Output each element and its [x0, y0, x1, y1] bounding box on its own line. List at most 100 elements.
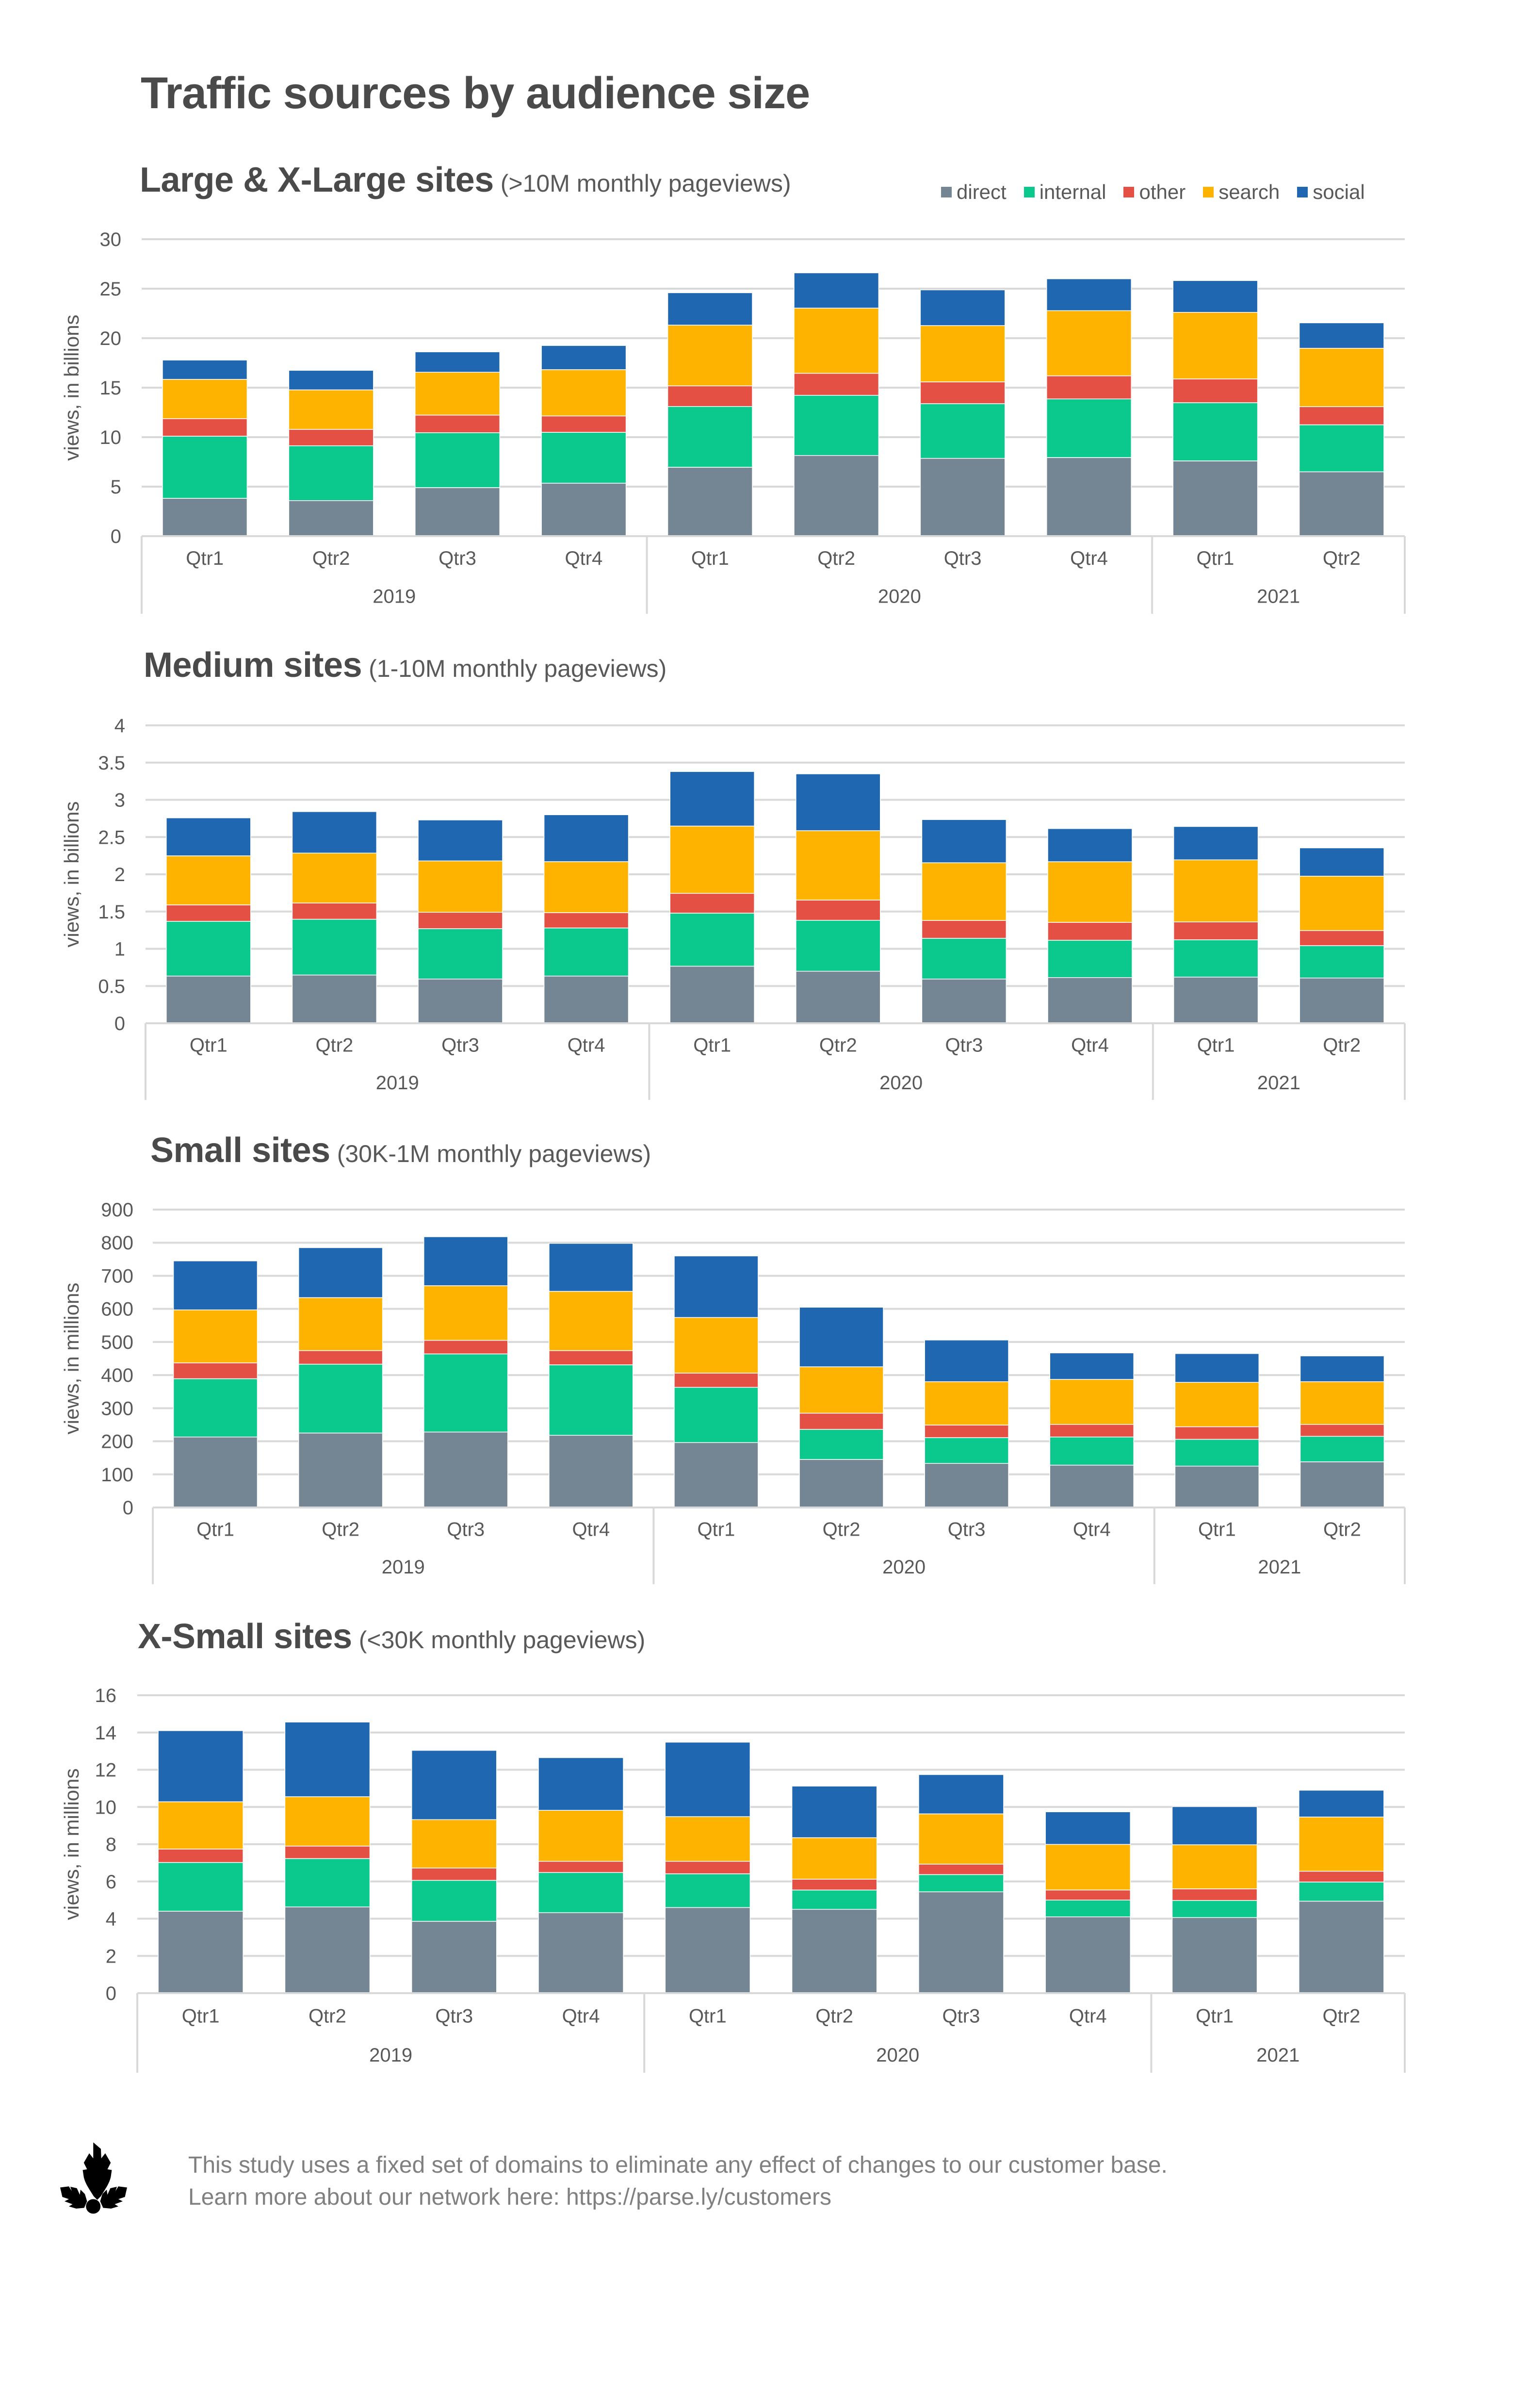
bar-segment-search: [799, 1366, 884, 1414]
bar-segment-other: [418, 912, 503, 929]
x-group-label: 2021: [1257, 586, 1300, 607]
bar-segment-internal: [543, 927, 629, 977]
bar-segment-other: [158, 1849, 244, 1863]
bar-segment-search: [921, 862, 1007, 921]
bar-segment-search: [665, 1816, 751, 1862]
x-tick-label: Qtr2: [312, 548, 350, 569]
x-group-label: 2019: [369, 2045, 412, 2066]
x-tick-label: Qtr3: [948, 1519, 986, 1540]
legend-swatch-other: [1123, 187, 1135, 197]
bar-segment-direct: [543, 975, 629, 1024]
bar-segment-search: [791, 1837, 877, 1880]
bar-segment-direct: [674, 1442, 759, 1508]
bar-segment-social: [284, 1721, 371, 1797]
bar-segment-search: [541, 369, 627, 417]
bar-segment-other: [667, 385, 753, 407]
bar-segment-search: [674, 1317, 759, 1374]
bar-segment-direct: [1171, 1917, 1258, 1994]
x-tick-label: Qtr3: [447, 1519, 485, 1540]
x-tick-label: Qtr1: [190, 1034, 227, 1056]
bar-segment-social: [543, 814, 629, 862]
bar-segment-direct: [1046, 457, 1132, 537]
x-tick-label: Qtr1: [691, 548, 729, 569]
bar-segment-other: [173, 1362, 258, 1379]
bar-segment-other: [796, 900, 881, 921]
bar-segment-direct: [1299, 1900, 1384, 1994]
bar-segment-internal: [674, 1387, 759, 1443]
bar-segment-search: [1171, 1844, 1258, 1889]
bar-segment-internal: [1300, 1436, 1385, 1462]
bar-segment-internal: [162, 436, 248, 499]
bar-segment-direct: [665, 1907, 751, 1994]
chart-title: Small sites (30K-1M monthly pageviews): [150, 1130, 651, 1170]
x-tick-label: Qtr3: [945, 1034, 983, 1056]
bar-segment-internal: [298, 1363, 383, 1434]
chart-subtitle: (<30K monthly pageviews): [358, 1626, 646, 1654]
bar-segment-internal: [166, 921, 251, 977]
bar-segment-direct: [418, 979, 503, 1024]
y-tick-label: 15: [100, 377, 122, 399]
bar-segment-social: [1300, 1355, 1385, 1382]
bar-segment-social: [799, 1307, 884, 1367]
bar-segment-social: [924, 1340, 1009, 1382]
bar-segment-social: [1045, 1811, 1131, 1845]
x-tick-label: Qtr4: [565, 548, 603, 569]
y-tick-label: 4: [106, 1909, 116, 1930]
bar-segment-direct: [292, 974, 377, 1024]
bar-segment-other: [1172, 378, 1258, 403]
bar-segment-direct: [415, 487, 500, 537]
bar-segment-internal: [1173, 939, 1259, 978]
bar-segment-internal: [921, 938, 1007, 980]
y-tick-label: 700: [101, 1265, 133, 1287]
x-tick-label: Qtr3: [441, 1034, 479, 1056]
x-tick-label: Qtr1: [1197, 548, 1235, 569]
bar-segment-social: [1049, 1352, 1134, 1380]
bar-segment-internal: [423, 1353, 508, 1433]
bar-segment-internal: [667, 406, 753, 468]
bar-segment-social: [423, 1236, 508, 1286]
bar-segment-internal: [665, 1873, 751, 1908]
bar-segment-other: [166, 904, 251, 922]
bar-segment-other: [292, 902, 377, 920]
bar-segment-direct: [918, 1891, 1004, 1994]
legend-swatch-internal: [1023, 187, 1035, 197]
chart-title-main: X-Small sites: [138, 1617, 352, 1656]
bar-segment-search: [1047, 861, 1133, 923]
bar-segment-social: [791, 1786, 877, 1838]
bar-segment-internal: [1172, 402, 1258, 461]
bar-segment-internal: [924, 1437, 1009, 1464]
bar-segment-search: [418, 860, 503, 913]
bar-segment-direct: [166, 975, 251, 1024]
footer-link-line[interactable]: Learn more about our network here: https…: [188, 2184, 831, 2210]
bar-segment-social: [794, 272, 879, 309]
bar-segment-social: [166, 817, 251, 856]
y-tick-label: 30: [100, 229, 122, 250]
bar-segment-other: [791, 1879, 877, 1891]
legend-label: social: [1313, 180, 1365, 203]
bar-segment-other: [918, 1864, 1004, 1875]
x-tick-label: Qtr1: [196, 1519, 234, 1540]
legend-label: other: [1139, 180, 1186, 203]
bar-segment-social: [1299, 322, 1384, 349]
chart-subtitle: (>10M monthly pageviews): [500, 170, 791, 197]
legend-label: direct: [957, 180, 1007, 203]
bar-segment-search: [1172, 312, 1258, 379]
x-tick-label: Qtr2: [322, 1519, 359, 1540]
bar-segment-other: [924, 1425, 1009, 1438]
x-tick-label: Qtr3: [942, 2006, 980, 2027]
bar-segment-direct: [1049, 1464, 1134, 1508]
bar-segment-search: [1299, 876, 1384, 931]
bar-segment-social: [1173, 826, 1259, 860]
bar-segment-internal: [1171, 1900, 1258, 1918]
bar-segment-search: [288, 389, 374, 430]
bar-segment-other: [1299, 930, 1384, 946]
y-tick-label: 1.5: [98, 901, 125, 923]
bar-segment-social: [669, 771, 755, 827]
bar-segment-search: [794, 308, 879, 374]
x-tick-label: Qtr2: [309, 2006, 346, 2027]
y-axis-label: views, in billions: [60, 801, 83, 947]
y-tick-label: 0: [106, 1983, 116, 2004]
